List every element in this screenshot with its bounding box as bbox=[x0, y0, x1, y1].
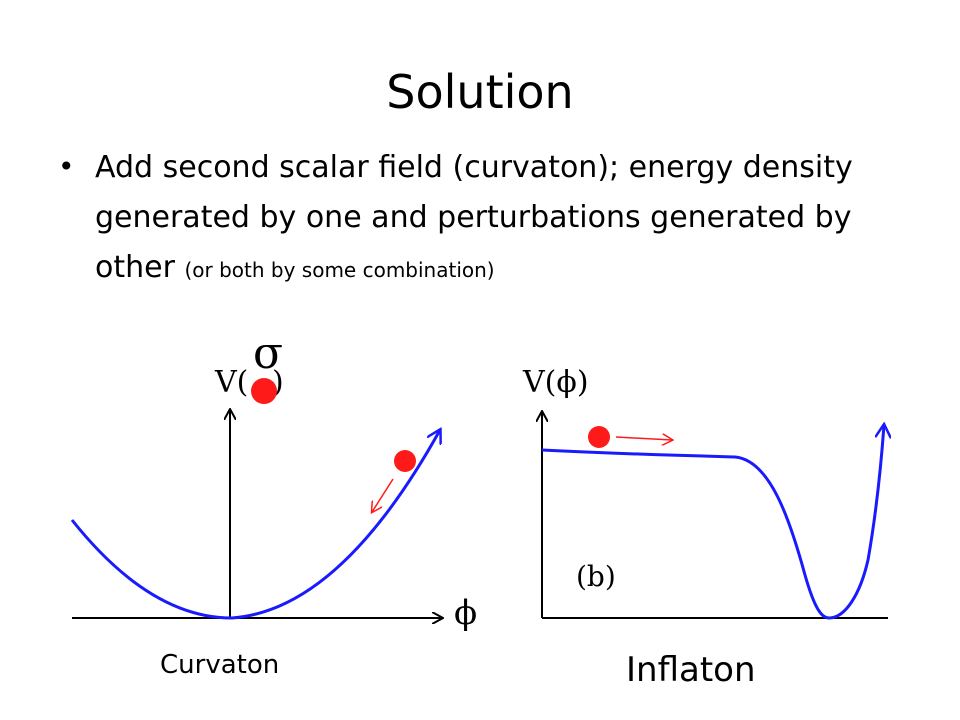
inflaton-potential-curve bbox=[541, 425, 884, 620]
inflaton-panel-label: (b) bbox=[576, 560, 616, 593]
bullet-main-text: Add second scalar field (curvaton); ener… bbox=[95, 150, 853, 285]
curvaton-ball bbox=[394, 450, 416, 472]
curvaton-y-label-close: ) bbox=[272, 365, 284, 400]
inflaton-caption: Inflaton bbox=[626, 650, 756, 690]
curvaton-y-label: V( bbox=[214, 365, 248, 400]
inflaton-diagram: V(ϕ) (b) bbox=[522, 365, 888, 620]
curvaton-diagram: V( ) σ ϕ bbox=[70, 328, 477, 633]
bullet-dot-icon: • bbox=[58, 150, 75, 183]
inflaton-ball-arrow bbox=[615, 437, 672, 440]
curvaton-sigma-ball bbox=[251, 378, 277, 404]
curvaton-sigma-symbol: σ bbox=[253, 328, 283, 379]
bullet-aside-text: (or both by some combination) bbox=[184, 258, 495, 282]
inflaton-ball bbox=[588, 426, 610, 448]
curvaton-potential-curve bbox=[70, 430, 440, 620]
inflaton-y-label: V(ϕ) bbox=[522, 365, 589, 400]
curvaton-x-label: ϕ bbox=[454, 593, 477, 633]
slide-title: Solution bbox=[386, 65, 574, 119]
curvaton-ball-arrow bbox=[372, 478, 394, 512]
curvaton-caption: Curvaton bbox=[160, 650, 280, 680]
bullet-text: Add second scalar field (curvaton); ener… bbox=[95, 143, 885, 295]
